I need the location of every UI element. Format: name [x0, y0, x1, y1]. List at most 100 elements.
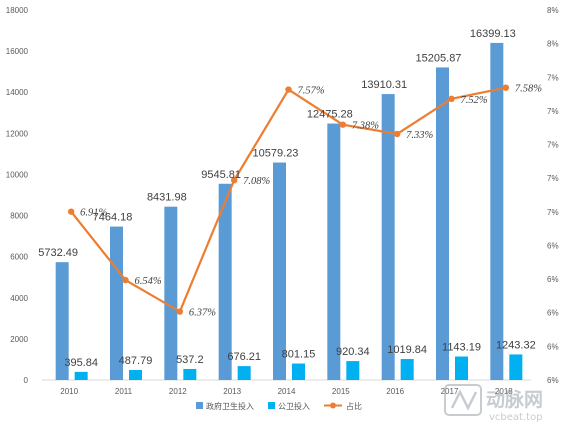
left-tick-label: 8000	[10, 212, 28, 221]
x-tick-label: 2014	[278, 387, 296, 396]
legend-marker	[330, 402, 336, 409]
data-labels: 5732.49 7464.18 8431.98 9545.81 10579.23 1247…	[38, 28, 542, 369]
ratio-point-label: 6.54%	[135, 276, 162, 287]
watermark-logo-text: 动脉网	[486, 388, 543, 411]
x-tick-label: 2015	[332, 387, 350, 396]
gov-health-bar-label: 9545.81	[201, 169, 241, 181]
ratio-point	[176, 308, 184, 315]
left-tick-label: 12000	[6, 129, 29, 138]
legend-label: 占比	[346, 401, 362, 411]
watermark: 动脉网 vcbeat.top	[444, 384, 543, 423]
ratio-line	[67, 84, 510, 315]
right-tick-label: 7%	[547, 141, 559, 150]
ratio-point-label: 7.33%	[406, 130, 433, 141]
public-health-bar	[237, 366, 251, 380]
right-tick-label: 7%	[547, 208, 559, 217]
ratio-point	[230, 177, 238, 184]
ratio-point-label: 7.38%	[352, 121, 379, 132]
public-health-bar-label: 801.15	[282, 349, 316, 361]
right-tick-label: 6%	[547, 309, 559, 318]
gov-health-bar-label: 8431.98	[147, 192, 187, 204]
x-tick-label: 2017	[441, 387, 459, 396]
right-tick-label: 7%	[547, 73, 559, 82]
gov-health-bar-label: 12475.28	[307, 109, 353, 121]
public-health-bar	[183, 368, 197, 380]
public-health-bar-label: 676.21	[227, 351, 261, 363]
gov-health-bar-label: 15205.87	[416, 52, 462, 64]
gov-health-bar	[327, 123, 341, 380]
public-health-bar	[129, 369, 142, 380]
right-tick-label: 6%	[547, 342, 559, 351]
right-tick-label: 8%	[547, 6, 559, 15]
watermark-url: vcbeat.top	[489, 412, 543, 423]
ratio-point	[502, 84, 510, 91]
x-tick-label: 2016	[386, 387, 404, 396]
right-tick-label: 7%	[547, 107, 559, 116]
gov-health-bar	[436, 67, 449, 381]
public-health-bar	[292, 363, 305, 380]
gov-health-bar-label: 13910.31	[361, 79, 407, 91]
gov-health-bar	[55, 262, 69, 380]
left-axis-ticks: 0 2000 4000 6000 8000 10000 12000 14000 16000 180…	[6, 6, 29, 385]
right-axis-ticks: 6% 6% 6% 6% 6% 7% 7% 7% 7% 7% 8% 8%	[547, 6, 559, 385]
ratio-point	[122, 276, 129, 284]
public-health-bar-label: 1019.84	[387, 344, 427, 356]
right-tick-label: 7%	[547, 174, 559, 183]
left-tick-label: 0	[24, 376, 29, 385]
gov-health-bar	[218, 183, 232, 380]
left-tick-label: 10000	[6, 170, 29, 179]
left-tick-label: 16000	[6, 47, 29, 56]
gov-health-bar	[381, 94, 395, 380]
gov-health-bar	[273, 162, 286, 380]
x-tick-label: 2013	[223, 387, 241, 396]
public-health-bar	[509, 354, 523, 380]
legend-swatch	[196, 402, 203, 409]
legend-swatch	[268, 402, 275, 409]
vcbeat-logo-icon	[444, 384, 482, 416]
gov-health-bar	[164, 206, 178, 380]
ratio-point-label: 6.91%	[80, 208, 107, 219]
left-tick-label: 4000	[10, 294, 28, 303]
right-tick-label: 6%	[547, 376, 559, 385]
ratio-point-label: 7.08%	[243, 176, 270, 187]
public-health-bar-label: 487.79	[119, 355, 153, 367]
right-tick-label: 8%	[547, 40, 559, 49]
public-health-bar-label: 537.2	[176, 354, 204, 366]
gov-health-bar-label: 7464.18	[93, 212, 133, 224]
legend: 政府卫生投入 公卫投入 占比	[196, 401, 362, 411]
ratio-point	[67, 208, 75, 215]
ratio-point-label: 7.58%	[515, 84, 542, 95]
left-tick-label: 14000	[6, 88, 29, 97]
left-tick-label: 6000	[10, 253, 28, 262]
left-tick-label: 2000	[10, 335, 28, 344]
public-health-bar	[400, 359, 414, 380]
ratio-point-label: 7.57%	[298, 86, 325, 97]
public-health-bar	[346, 361, 360, 380]
public-health-bar-label: 395.84	[64, 357, 98, 369]
x-tick-label: 2011	[115, 387, 133, 396]
right-tick-label: 6%	[547, 241, 559, 250]
ratio-point	[393, 130, 401, 138]
ratio-point-label: 6.37%	[189, 308, 216, 319]
ratio-point	[448, 95, 455, 103]
public-health-bar-label: 1243.32	[496, 339, 536, 351]
bars	[55, 42, 523, 381]
ratio-point	[339, 121, 347, 128]
gov-health-bar-label: 5732.49	[38, 247, 78, 259]
left-tick-label: 18000	[6, 6, 29, 15]
public-health-bar	[74, 371, 88, 380]
x-tick-label: 2018	[495, 387, 513, 396]
public-health-bar-label: 920.34	[336, 346, 370, 358]
gov-health-bar-label: 16399.13	[470, 28, 516, 40]
legend-label: 公卫投入	[278, 401, 310, 411]
right-tick-label: 6%	[547, 275, 559, 284]
x-tick-label: 2010	[60, 387, 78, 396]
x-axis-ticks: 2010 2011 2012 2013 2014 2015 2016 2017 2018	[60, 387, 513, 396]
ratio-point	[285, 86, 292, 93]
public-health-bar	[455, 356, 468, 380]
gov-health-bar	[490, 42, 504, 381]
gov-health-bar-label: 10579.23	[253, 148, 299, 160]
public-health-bar-label: 1143.19	[442, 342, 481, 354]
ratio-point-label: 7.52%	[461, 95, 488, 106]
legend-label: 政府卫生投入	[206, 401, 254, 411]
